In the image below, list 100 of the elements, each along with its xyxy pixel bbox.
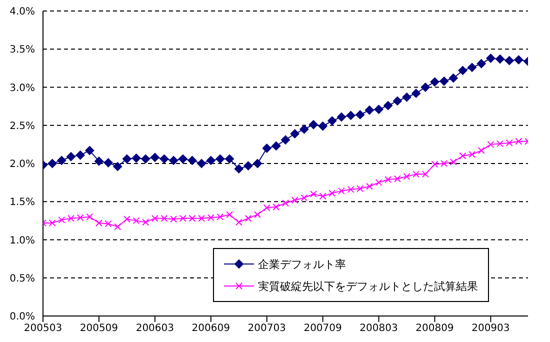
point	[394, 175, 401, 182]
point	[272, 141, 281, 150]
point	[318, 122, 328, 131]
point	[216, 154, 225, 164]
point	[496, 54, 505, 64]
point	[132, 154, 141, 163]
point	[198, 214, 206, 222]
point	[178, 154, 188, 164]
point	[459, 152, 466, 160]
point	[58, 216, 66, 224]
point	[188, 214, 196, 222]
point	[160, 154, 169, 164]
point	[160, 214, 168, 222]
point	[366, 182, 373, 190]
point	[346, 110, 356, 120]
point	[76, 214, 84, 222]
point	[486, 54, 496, 63]
point	[262, 144, 272, 153]
point	[347, 186, 354, 193]
x-tick-label: 200603	[136, 323, 174, 334]
point	[338, 187, 345, 194]
point	[85, 146, 94, 156]
point	[291, 196, 298, 204]
point	[94, 156, 104, 166]
point	[374, 104, 384, 114]
point	[384, 176, 392, 184]
point	[226, 211, 234, 218]
y-tick-label: 3.5%	[10, 44, 35, 56]
x-tick-label: 200803	[360, 323, 398, 334]
point	[478, 147, 485, 154]
point	[506, 139, 513, 146]
point	[420, 82, 430, 92]
point	[403, 172, 410, 180]
y-tick-label: 4.0%	[10, 6, 35, 18]
point	[170, 216, 178, 223]
point	[206, 156, 216, 165]
point	[123, 216, 130, 223]
point	[468, 150, 476, 158]
point	[375, 179, 382, 186]
point	[132, 217, 140, 224]
point	[235, 218, 242, 226]
point	[514, 55, 524, 64]
point	[104, 158, 113, 168]
point	[440, 76, 449, 86]
x-tick-label: 200503	[24, 323, 62, 334]
x-tick-label: 200703	[248, 323, 286, 334]
point	[476, 59, 486, 68]
legend-label: 実質破綻先以下をデフォルトとした試算結果	[258, 278, 478, 294]
x-tick-label: 200903	[472, 323, 510, 334]
point	[487, 140, 494, 148]
point	[328, 116, 337, 126]
point	[319, 192, 326, 200]
x-tick-label: 200509	[80, 323, 118, 334]
point	[384, 101, 393, 110]
point	[67, 214, 74, 222]
point	[281, 135, 290, 144]
point	[356, 110, 365, 120]
x-tick-label: 200809	[416, 323, 454, 334]
point	[216, 213, 224, 220]
point	[48, 219, 56, 226]
point	[253, 159, 262, 168]
point	[150, 152, 160, 162]
point	[86, 213, 94, 220]
y-tick-label: 0.5%	[10, 273, 35, 284]
point	[142, 218, 150, 226]
point	[450, 158, 457, 166]
point	[263, 204, 270, 212]
point	[430, 77, 440, 86]
point	[504, 56, 514, 66]
x-tick-label: 200609	[192, 323, 230, 334]
point	[290, 129, 300, 138]
point	[225, 154, 234, 164]
point	[364, 106, 374, 115]
x-tick-label: 200709	[304, 323, 342, 334]
point	[234, 164, 244, 174]
point	[207, 214, 214, 222]
point	[402, 92, 412, 102]
point	[197, 159, 206, 168]
point	[188, 156, 197, 165]
point	[328, 190, 336, 197]
y-tick-label: 0.0%	[10, 312, 35, 323]
point	[468, 62, 477, 72]
point	[104, 220, 112, 228]
y-tick-label: 2.5%	[10, 120, 35, 132]
point	[122, 154, 132, 164]
point	[169, 156, 178, 165]
point	[308, 120, 318, 130]
y-tick-label: 2.0%	[10, 159, 35, 170]
point	[76, 150, 85, 160]
point	[300, 194, 308, 202]
point	[282, 200, 289, 207]
point	[179, 214, 186, 222]
point	[244, 214, 252, 222]
point	[392, 96, 402, 106]
point	[151, 214, 158, 222]
point	[310, 190, 317, 198]
point	[57, 156, 66, 165]
point	[66, 152, 76, 162]
point	[244, 161, 253, 170]
point	[496, 140, 504, 148]
